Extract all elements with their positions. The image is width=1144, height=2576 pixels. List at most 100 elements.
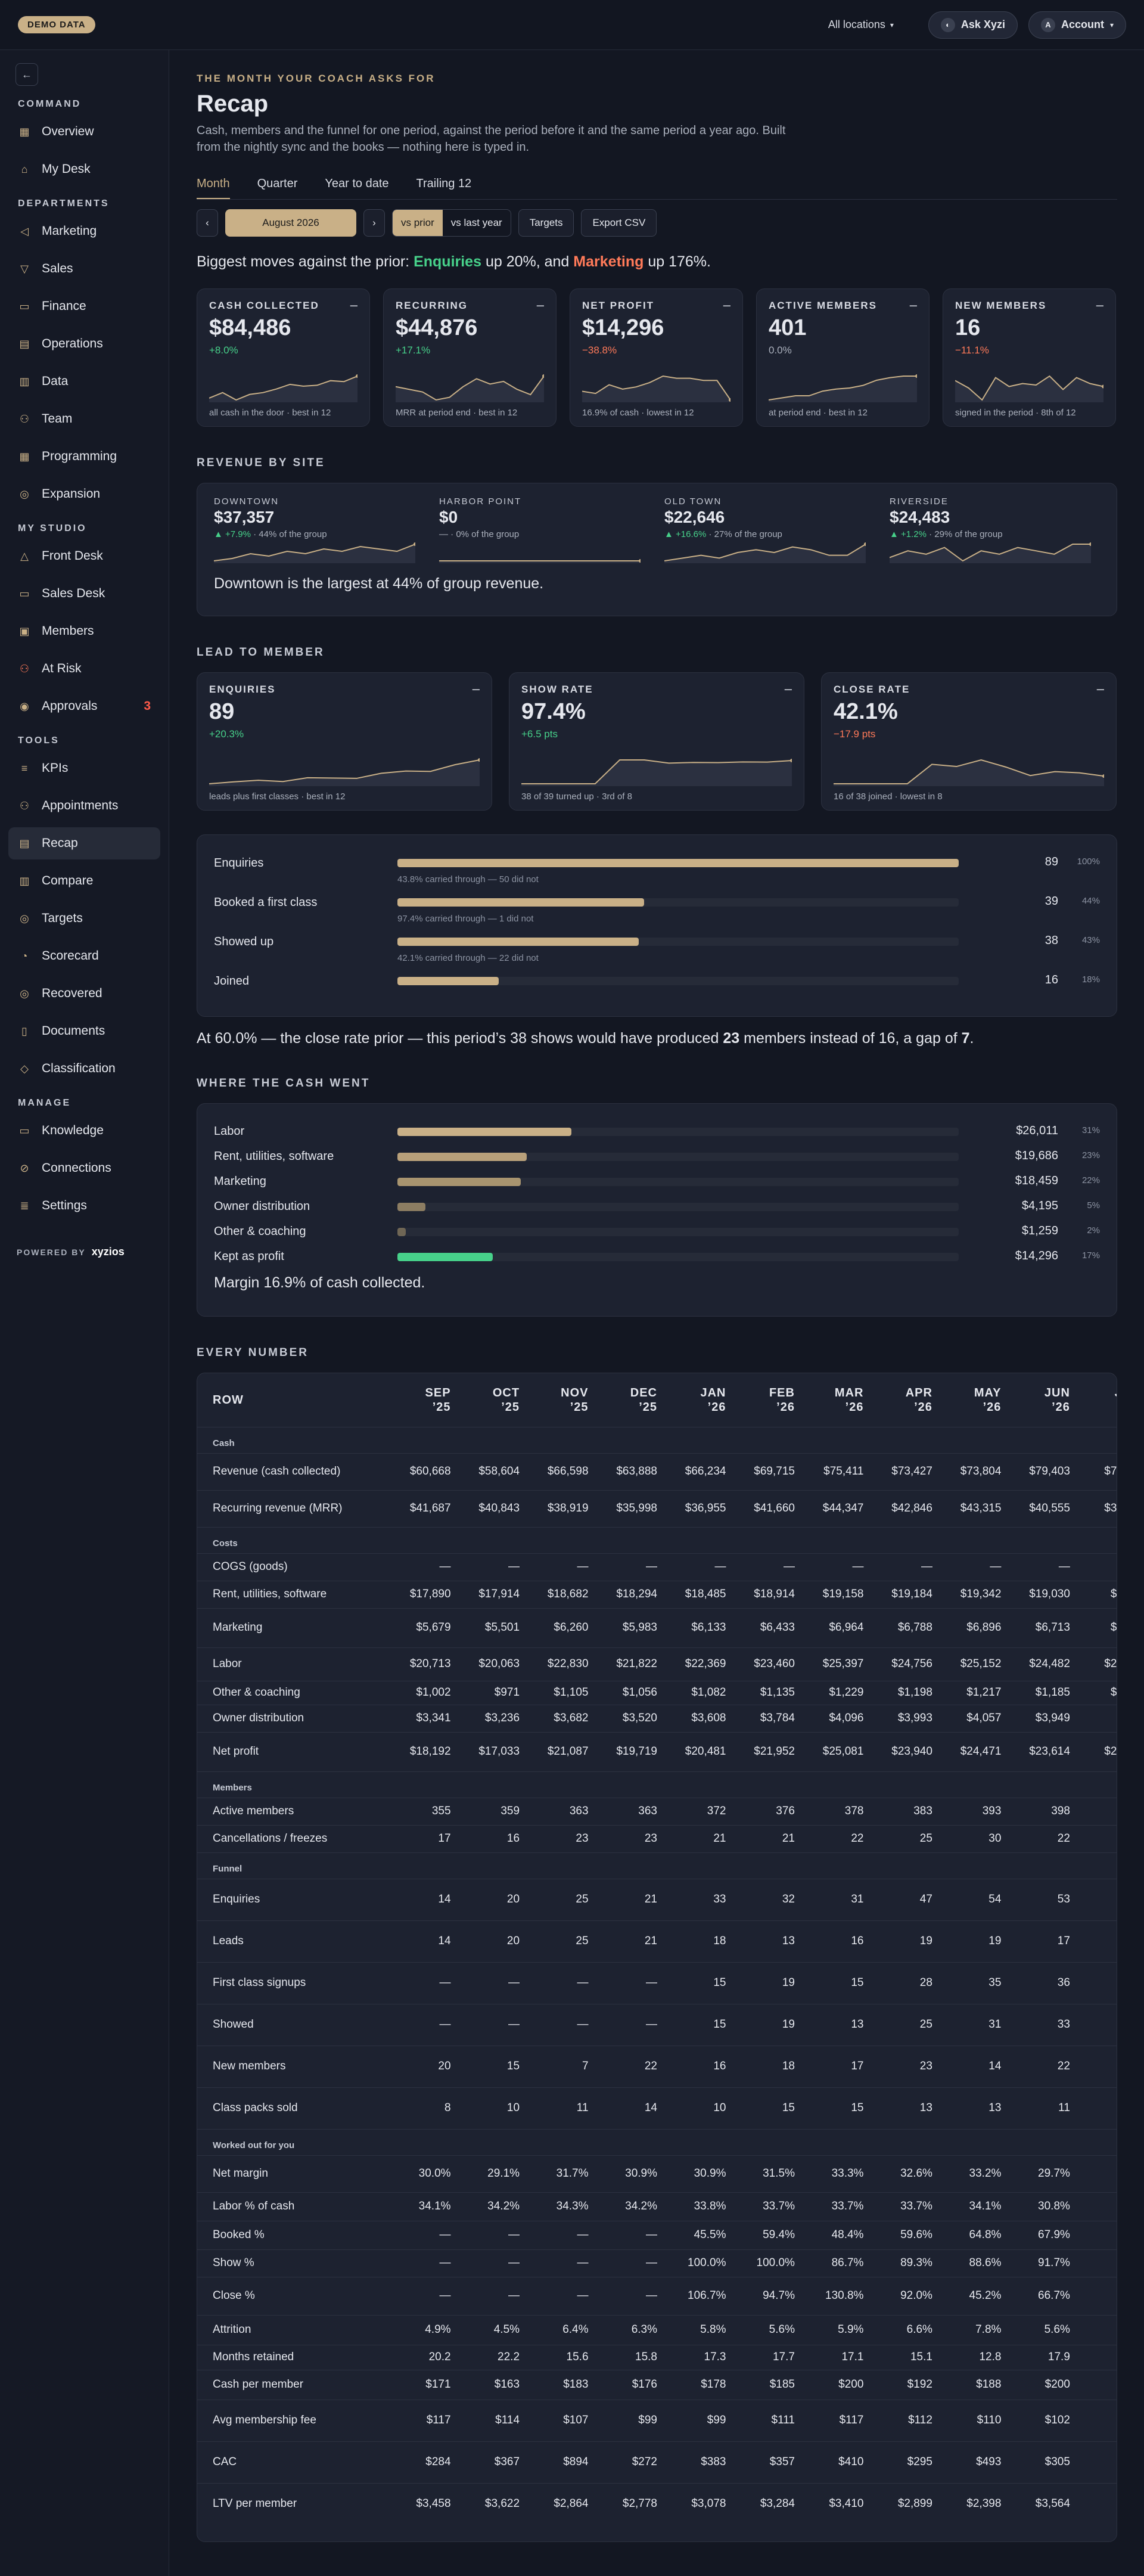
collapse-card-button[interactable]: – [472,681,480,696]
sidebar-item-sales-desk[interactable]: ▭ Sales Desk [8,578,160,610]
table-row-label: Attrition [197,2314,385,2345]
table-cell: 4.5% [453,2314,523,2345]
sidebar-item-recap[interactable]: ▤ Recap [8,827,160,859]
sidebar-item-data[interactable]: ▥ Data [8,365,160,398]
table-cell: $44,347 [797,1489,866,1527]
sidebar-item-scorecard[interactable]: ◔ Scorecard [8,940,160,972]
sidebar-item-marketing[interactable]: ◁ Marketing [8,215,160,247]
cash-bar [397,1228,406,1236]
table-row: Showed————151913253133338 [197,2003,1117,2046]
sidebar-item-settings[interactable]: ≣ Settings [8,1190,160,1222]
table-cell: $114 [453,2399,523,2441]
sidebar-item-front-desk[interactable]: △ Front Desk [8,540,160,572]
site-name: RIVERSIDE [890,496,949,507]
sidebar-item-sales[interactable]: ▽ Sales [8,253,160,285]
sidebar-item-expansion[interactable]: ◎ Expansion [8,478,160,510]
table-cell: 10 [660,2087,729,2129]
table-cell: $192 [866,2369,935,2400]
tab-year-to-date[interactable]: Year to date [325,177,389,190]
table-row: Cash per member $171 $163 $183 $176 $178 $185 $… [197,2369,1117,2400]
month-column-header[interactable]: JUL’26 [1072,1373,1117,1427]
previous-period-button[interactable]: ‹ [197,209,218,237]
tab-quarter[interactable]: Quarter [257,177,298,190]
inbox-icon: ⌂ [21,163,28,175]
sidebar-item-members[interactable]: ▣ Members [8,615,160,647]
sidebar-item-kpis[interactable]: ≡ KPIs [8,752,160,784]
kpi-change: −11.1% [955,344,989,356]
sidebar-item-documents[interactable]: ▯ Documents [8,1015,160,1047]
collapse-card-button[interactable]: – [723,297,730,312]
megaphone-icon: ◁ [20,225,29,237]
tab-month[interactable]: Month [197,171,230,199]
sidebar-item-targets[interactable]: ◎ Targets [8,902,160,935]
sidebar-item-at-risk[interactable]: ⚇ At Risk [8,653,160,685]
table-cell: 15 [660,2003,729,2046]
collapse-card-button[interactable]: – [784,681,792,696]
sidebar-item-knowledge[interactable]: ▭ Knowledge [8,1115,160,1147]
sidebar-item-appointments[interactable]: ⚇ Appointments [8,790,160,822]
month-column-header[interactable]: OCT ’25 [453,1373,522,1427]
account-button[interactable]: A Account ▾ [1028,11,1126,39]
cash-bar-track [397,1203,959,1211]
table-cell: $1,229 [797,1680,866,1705]
sidebar-item-overview[interactable]: ▦ Overview [8,116,160,148]
funnel-bar [397,859,959,867]
sidebar-item-classification[interactable]: ◇ Classification [8,1053,160,1085]
vs-prior-button[interactable]: vs prior [393,210,443,236]
sidebar-item-my-desk[interactable]: ⌂ My Desk [8,153,160,185]
table-row: Attrition 4.9% 4.5% 6.4% 6.3% 5.8% 5.6% 5.9% 6.6… [197,2314,1117,2345]
location-selector[interactable]: All locations ▾ [828,18,894,31]
sidebar-item-finance[interactable]: ▭ Finance [8,290,160,322]
targets-button[interactable]: Targets [518,209,574,237]
table-cell: 34.3% [522,2192,591,2221]
month-column-header[interactable]: JUN ’26 [1003,1373,1072,1427]
table-row-label: Close % [197,2276,385,2315]
site-share: · 0% of the group [448,529,520,539]
sidebar-item-operations[interactable]: ▤ Operations [8,328,160,360]
sparkline-area [396,376,544,402]
table-cell: 34.2% [590,2192,660,2221]
table-row: Months retained 20.2 22.2 15.6 15.8 17.3 17.7 1… [197,2344,1117,2370]
cash-bar [397,1203,426,1211]
sidebar-item-programming[interactable]: ▦ Programming [8,440,160,473]
collapse-card-button[interactable]: – [536,297,544,312]
month-column-header[interactable]: MAR ’26 [797,1373,866,1427]
ask-xyzi-button[interactable]: ◐ Ask Xyzi [928,11,1018,39]
table-cell: $6,788 [866,1607,935,1647]
collapse-card-button[interactable]: – [1096,297,1103,312]
kpi-change: +20.3% [209,728,244,740]
month-column-header[interactable]: DEC ’25 [591,1373,660,1427]
sidebar-item-recovered[interactable]: ◎ Recovered [8,977,160,1010]
collapse-sidebar-button[interactable]: ← [15,63,38,86]
sidebar-item-compare[interactable]: ▥ Compare [8,865,160,897]
sparkline-chart [582,375,730,402]
collapse-card-button[interactable]: – [350,297,358,312]
table-header-row: ROW SEP ’25 OCT ’25 NOV ’25 DEC ’25 JAN ’26 FEB ’26 M… [197,1373,1117,1427]
sparkline-point [1102,384,1103,389]
month-column-header[interactable]: JAN ’26 [660,1373,728,1427]
brand-logo: xyzios [91,1246,125,1258]
next-period-button[interactable]: › [363,209,385,237]
table-cell: — [1003,1553,1072,1581]
export-csv-button[interactable]: Export CSV [581,209,657,237]
table-cell: $3,564 [1003,2482,1072,2525]
cash-row: Labor $26,011 31% [214,1119,1100,1144]
month-column-header[interactable]: FEB ’26 [728,1373,797,1427]
collapse-card-button[interactable]: – [1096,681,1104,696]
site-old-town: OLD TOWN $22,646 ▲ +16.6% · 27% of the gro… [664,496,866,563]
collapse-card-button[interactable]: – [909,297,917,312]
sidebar-item-team[interactable]: ⚇ Team [8,403,160,435]
month-column-header[interactable]: APR ’26 [866,1373,934,1427]
sidebar-section-title: COMMAND [18,99,82,109]
period-picker[interactable]: August 2026 [225,209,356,237]
sidebar-item-approvals[interactable]: ◉ Approvals 3 [8,690,160,722]
sidebar-item-connections[interactable]: ⊘ Connections [8,1152,160,1184]
funnel-carry-through: 42.1% carried through — 22 did not [397,953,539,963]
tab-trailing-12[interactable]: Trailing 12 [416,177,472,190]
month-column-header[interactable]: MAY ’26 [935,1373,1003,1427]
ask-label: Ask Xyzi [960,18,1005,30]
vs-last-year-button[interactable]: vs last year [450,217,502,228]
month-column-header[interactable]: NOV ’25 [522,1373,590,1427]
table-cell: $60,668 [384,1453,453,1490]
month-column-header[interactable]: SEP ’25 [384,1373,453,1427]
